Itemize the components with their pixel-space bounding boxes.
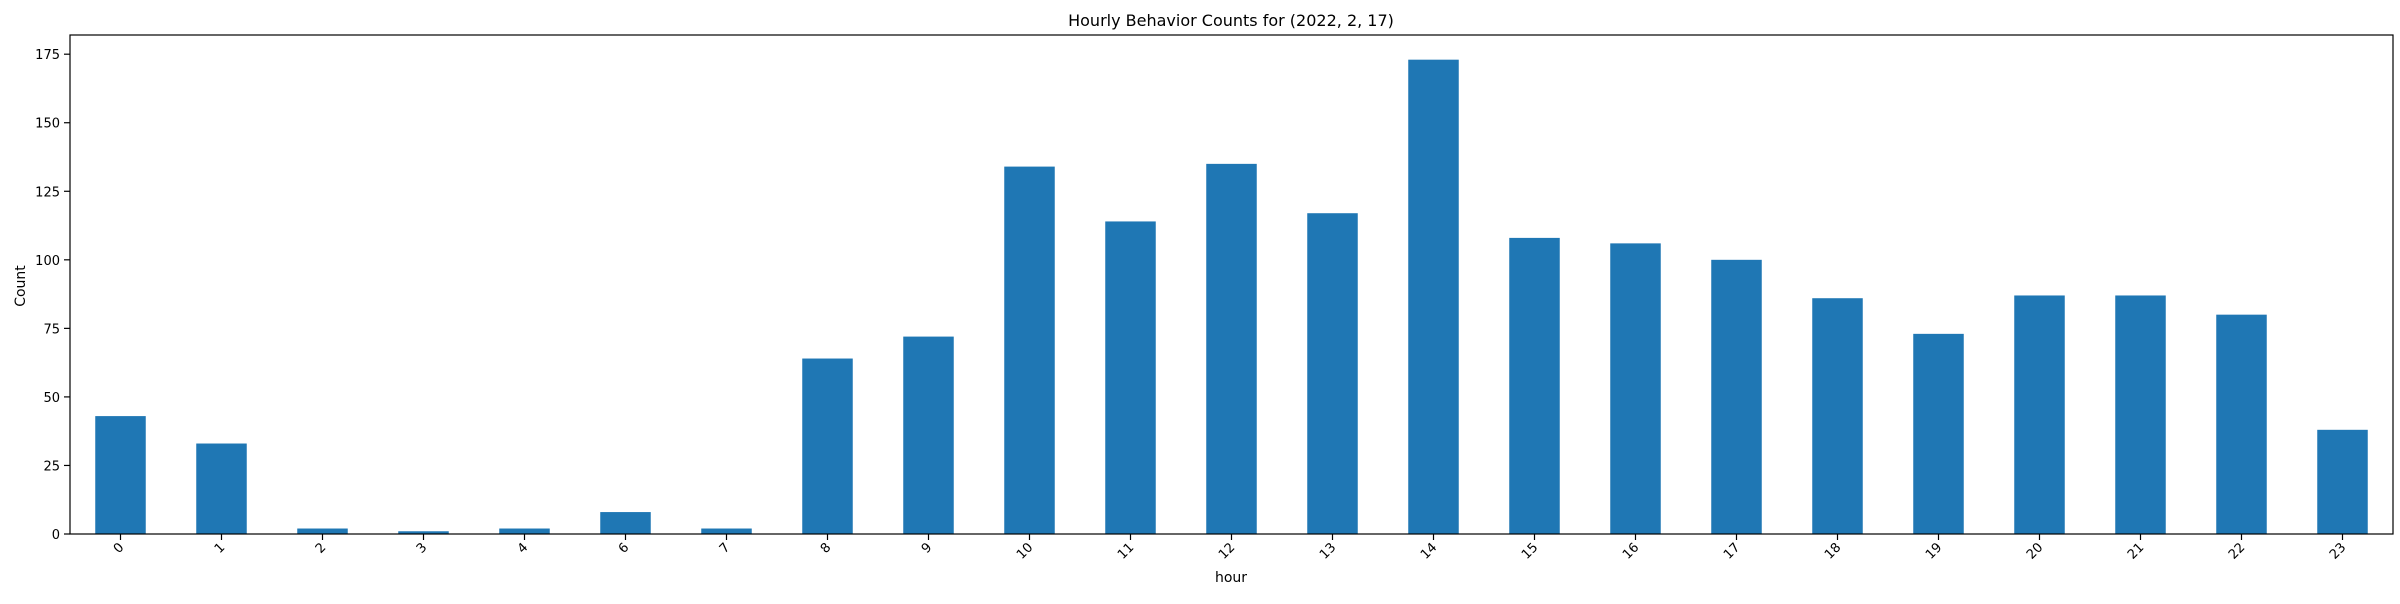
x-tick-label: 12 xyxy=(1216,540,1238,562)
x-tick-label: 14 xyxy=(1418,540,1440,562)
bar-15 xyxy=(1509,237,1560,534)
y-tick-label: 100 xyxy=(35,254,60,269)
y-tick-label: 25 xyxy=(43,459,60,474)
x-tick-label: 21 xyxy=(2125,540,2147,562)
x-tick-label: 6 xyxy=(616,540,632,556)
bar-17 xyxy=(1711,259,1762,534)
bar-1 xyxy=(196,443,247,534)
bar-16 xyxy=(1610,243,1661,534)
bar-14 xyxy=(1408,59,1459,535)
y-tick-label: 0 xyxy=(52,528,60,543)
x-tick-label: 11 xyxy=(1115,540,1137,562)
x-tick-label: 10 xyxy=(1014,540,1036,562)
bar-22 xyxy=(2216,314,2267,534)
bar-7 xyxy=(701,528,752,534)
x-tick-label: 16 xyxy=(1620,540,1642,562)
x-tick-label: 4 xyxy=(515,540,531,556)
bar-4 xyxy=(499,528,550,534)
x-tick-label: 17 xyxy=(1721,540,1743,562)
x-tick-label: 9 xyxy=(919,540,935,556)
x-tick-label: 2 xyxy=(313,540,329,556)
bar-9 xyxy=(903,336,954,534)
x-tick-label: 8 xyxy=(818,540,834,556)
bar-13 xyxy=(1307,213,1358,534)
y-tick-label: 50 xyxy=(43,391,60,406)
bar-11 xyxy=(1105,221,1156,534)
y-tick-label: 150 xyxy=(35,117,60,132)
x-tick-label: 23 xyxy=(2327,540,2349,562)
y-axis-label: Count xyxy=(13,265,29,307)
y-tick-label: 75 xyxy=(43,322,60,337)
y-tick-label: 125 xyxy=(35,185,60,200)
x-tick-label: 18 xyxy=(1822,540,1844,562)
x-tick-label: 1 xyxy=(212,540,228,556)
bar-10 xyxy=(1004,166,1055,534)
x-tick-label: 19 xyxy=(1923,540,1945,562)
x-axis-label: hour xyxy=(1215,570,1247,586)
bar-20 xyxy=(2014,295,2065,534)
x-tick-label: 15 xyxy=(1519,540,1541,562)
bar-19 xyxy=(1913,333,1964,534)
x-tick-label: 7 xyxy=(717,540,733,556)
chart-title: Hourly Behavior Counts for (2022, 2, 17) xyxy=(1068,11,1394,30)
bar-12 xyxy=(1206,163,1257,535)
bar-3 xyxy=(398,531,449,534)
bar-0 xyxy=(95,416,146,534)
x-tick-label: 22 xyxy=(2226,540,2248,562)
bar-23 xyxy=(2317,429,2368,534)
bar-21 xyxy=(2115,295,2166,534)
x-tick-label: 3 xyxy=(414,540,430,556)
bar-2 xyxy=(297,528,348,534)
x-tick-label: 20 xyxy=(2024,540,2046,562)
x-tick-label: 0 xyxy=(111,540,127,556)
bar-8 xyxy=(802,358,853,534)
y-tick-label: 175 xyxy=(35,48,60,63)
bars-layer xyxy=(95,59,2368,535)
bar-18 xyxy=(1812,298,1863,534)
bar-6 xyxy=(600,512,651,534)
x-tick-label: 13 xyxy=(1317,540,1339,562)
